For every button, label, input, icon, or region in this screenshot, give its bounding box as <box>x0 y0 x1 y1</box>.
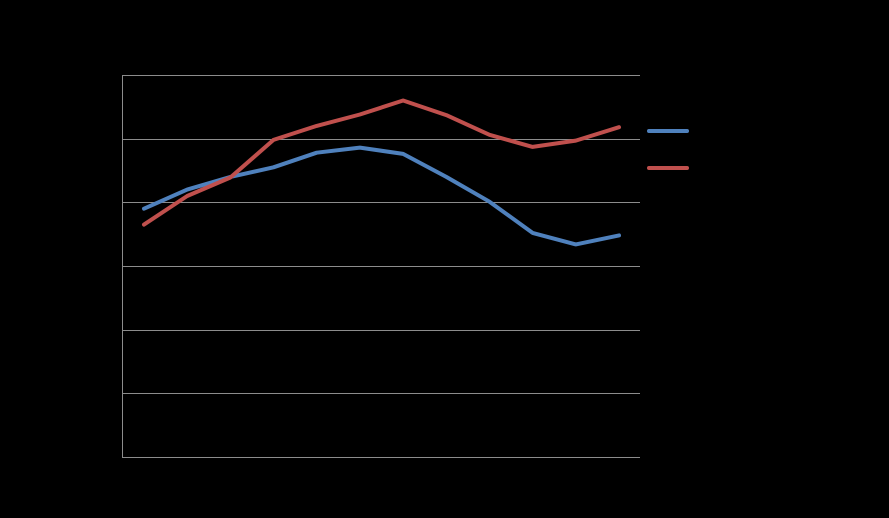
gridlines <box>122 75 640 458</box>
series-line-1 <box>142 145 621 247</box>
series-group <box>142 98 621 247</box>
legend <box>647 129 689 170</box>
series-line-2 <box>142 98 621 227</box>
